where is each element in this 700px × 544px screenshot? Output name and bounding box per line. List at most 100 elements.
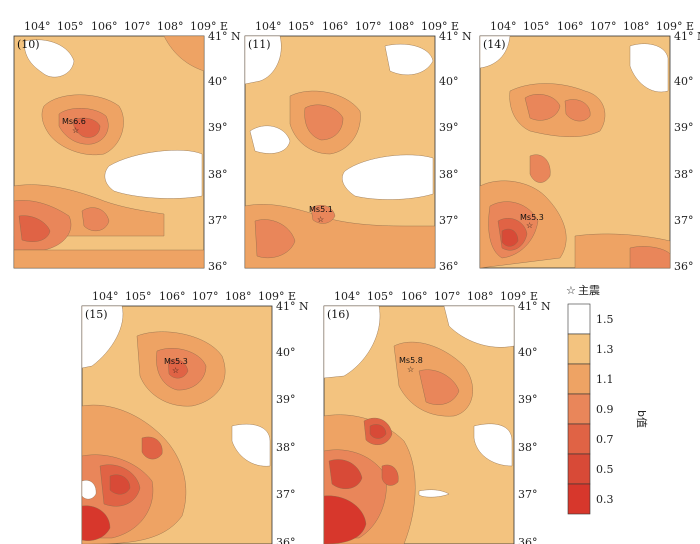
mainshock-star-icon: ☆ <box>526 221 533 230</box>
contour-0.7-region <box>381 464 399 486</box>
lat-tick: 36° <box>439 260 459 273</box>
colorbar-level-label: 1.3 <box>596 343 614 356</box>
mainshock-star-icon: ☆ <box>72 126 79 135</box>
lon-tick: 108° <box>623 20 650 33</box>
lat-tick: 41° N <box>439 30 472 43</box>
contour-1.5-region <box>244 35 282 85</box>
panel-label: (10) <box>17 38 40 51</box>
mainshock-label: Ms5.3 <box>164 357 188 366</box>
colorbar-swatch <box>567 393 591 425</box>
lon-tick: 109° E <box>190 20 228 33</box>
lat-tick: 37° <box>518 488 538 501</box>
lon-tick: 107° <box>590 20 617 33</box>
lon-tick: 104° <box>334 290 361 303</box>
contour-0.9-region <box>304 104 344 141</box>
contour-map-15: 104° 105° 106° 107° 108° 109° E 41° N 40… <box>81 290 309 544</box>
mainshock-star-icon: ☆ <box>566 284 576 297</box>
lon-tick: 109° E <box>258 290 296 303</box>
contour-1.5-region <box>23 39 75 78</box>
lon-tick: 108° <box>225 290 252 303</box>
lat-tick: 38° <box>518 441 538 454</box>
lat-tick: 37° <box>208 214 228 227</box>
contour-1.5-region <box>473 423 513 467</box>
lon-tick: 105° <box>367 290 394 303</box>
contour-1.5-region <box>418 489 450 498</box>
contour-0.7-region <box>141 436 163 460</box>
contour-0.7-region <box>18 215 51 242</box>
lon-tick: 105° <box>288 20 315 33</box>
contour-1.5-region <box>384 43 434 76</box>
lat-tick: 41° N <box>276 300 309 313</box>
map-panel-16: 104° 105° 106° 107° 108° 109° E 41° N 40… <box>322 288 551 544</box>
panel-label: (16) <box>327 308 350 321</box>
contour-0.5-region <box>328 459 363 489</box>
mainshock-label: Ms6.6 <box>62 117 86 126</box>
colorbar-svg: ☆ 主震 1.5 1.3 1.1 0.9 0.7 0.5 0.3 b值 <box>566 284 648 515</box>
mainshock-star-icon: ☆ <box>172 366 179 375</box>
contour-0.9-region <box>564 99 591 122</box>
contour-map-11: 104° 105° 106° 107° 108° 109° E 41° N 40… <box>244 20 472 273</box>
lat-tick: 37° <box>674 214 694 227</box>
lat-tick: 40° <box>518 346 538 359</box>
lat-tick: 41° N <box>208 30 241 43</box>
lat-tick: 40° <box>208 75 228 88</box>
mainshock-label: Ms5.8 <box>399 356 423 365</box>
panel-label: (15) <box>85 308 108 321</box>
mainshock-legend-label: 主震 <box>578 284 600 297</box>
contour-0.9-region <box>524 94 561 121</box>
lat-tick: 39° <box>518 393 538 406</box>
colorbar-level-label: 0.9 <box>596 403 614 416</box>
map-panel-11: 104° 105° 106° 107° 108° 109° E 41° N 40… <box>243 18 472 273</box>
lat-tick: 38° <box>674 168 694 181</box>
contour-0.9-region <box>529 154 551 183</box>
mainshock-label: Ms5.1 <box>309 205 333 214</box>
lat-tick: 38° <box>276 441 296 454</box>
contour-0.7-region <box>73 117 101 138</box>
colorbar-level-label: 0.5 <box>596 463 614 476</box>
contour-0.9-region <box>254 219 296 259</box>
lon-tick: 106° <box>322 20 349 33</box>
colorbar-swatch <box>567 453 591 485</box>
contour-1.5-region <box>249 125 291 154</box>
lat-tick: 36° <box>674 260 694 273</box>
lon-tick: 108° <box>157 20 184 33</box>
colorbar-swatch <box>567 333 591 365</box>
contour-1.5-region <box>443 305 515 348</box>
contour-1.5-region <box>81 305 124 369</box>
contour-0.5-region <box>501 228 519 247</box>
contour-1.5-region <box>104 150 203 199</box>
lat-tick: 36° <box>518 536 538 544</box>
panel-label: (11) <box>248 38 271 51</box>
mainshock-star-icon: ☆ <box>317 215 324 224</box>
colorbar-swatch <box>567 483 591 515</box>
lat-tick: 36° <box>276 536 296 544</box>
map-panel-15: 104° 105° 106° 107° 108° 109° E 41° N 40… <box>80 288 309 544</box>
lat-tick: 41° N <box>518 300 551 313</box>
contour-0.9-region <box>81 207 110 232</box>
lon-tick: 108° <box>467 290 494 303</box>
panel-label: (14) <box>483 38 506 51</box>
colorbar-swatches <box>567 303 591 515</box>
lon-tick: 105° <box>125 290 152 303</box>
lat-tick: 37° <box>439 214 459 227</box>
lon-tick: 106° <box>401 290 428 303</box>
lon-tick: 104° <box>24 20 51 33</box>
colorbar-level-label: 0.7 <box>596 433 614 446</box>
contour-1.5-region <box>323 305 381 379</box>
lon-tick: 106° <box>557 20 584 33</box>
lat-tick: 36° <box>208 260 228 273</box>
colorbar-level-label: 1.1 <box>596 373 614 386</box>
contour-0.9-region <box>418 369 460 405</box>
contour-1.5-region <box>479 35 511 69</box>
colorbar-axis-label: b值 <box>635 410 648 428</box>
colorbar-swatch <box>567 363 591 395</box>
lon-tick: 109° E <box>656 20 694 33</box>
contour-map-10: 104° 105° 106° 107° 108° 109° E 41° N 40… <box>13 20 241 273</box>
lon-tick: 107° <box>192 290 219 303</box>
lat-tick: 39° <box>674 121 694 134</box>
lat-tick: 38° <box>208 168 228 181</box>
contour-0.5-region <box>109 474 131 495</box>
contour-0.9-region <box>629 246 671 269</box>
contour-0.9-region <box>310 205 336 224</box>
colorbar-legend: ☆ 主震 1.5 1.3 1.1 0.9 0.7 0.5 0.3 b值 <box>560 280 700 530</box>
